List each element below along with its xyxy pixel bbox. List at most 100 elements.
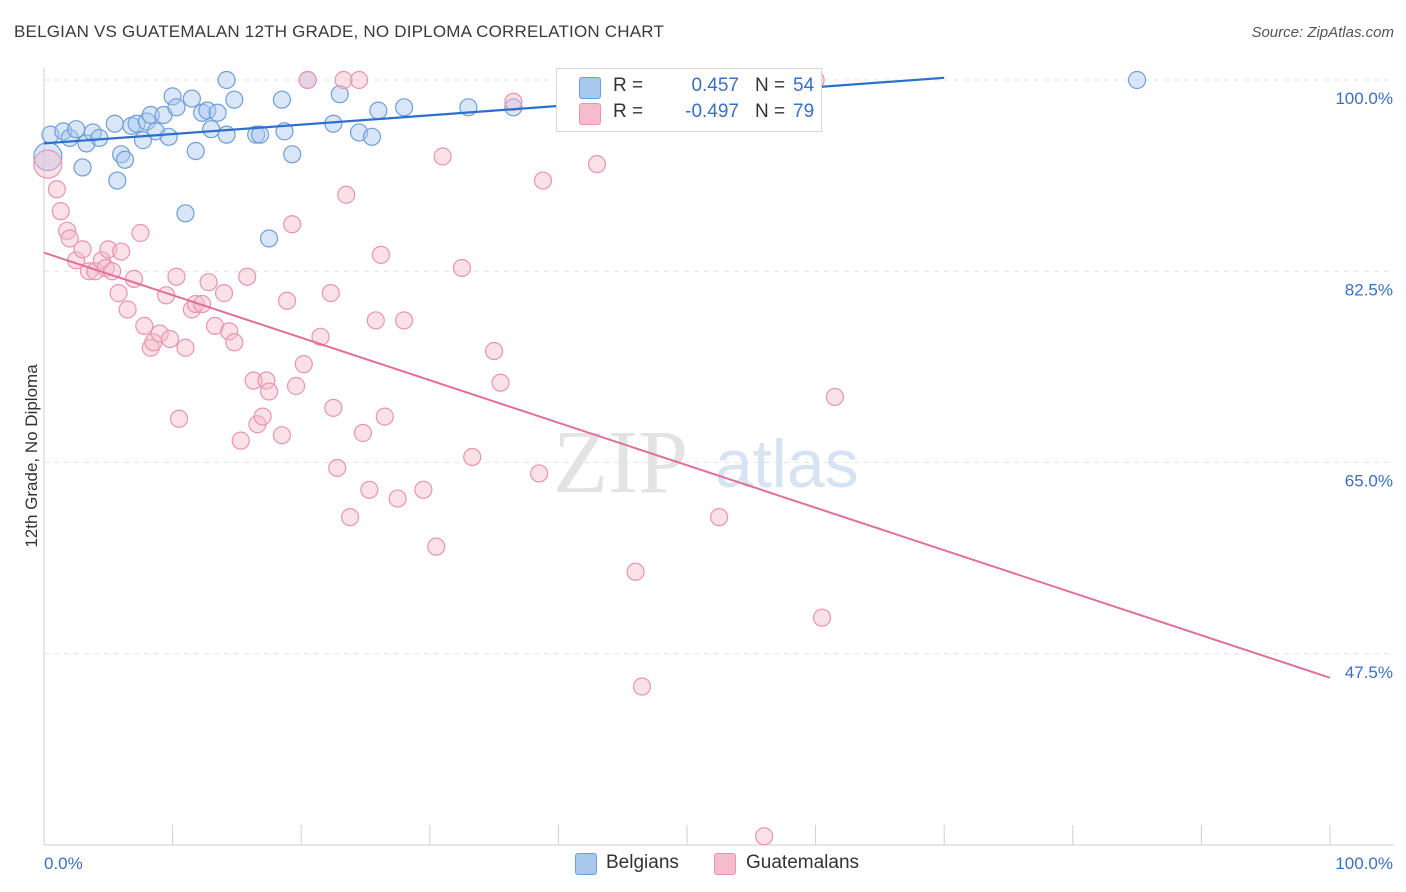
guatemalan-point xyxy=(452,258,472,278)
guatemalan-point xyxy=(225,333,244,352)
guatemalan-points xyxy=(33,70,844,846)
belgian-point xyxy=(67,120,86,139)
legend-r-label: R = xyxy=(613,101,644,122)
guatemalan-point xyxy=(632,677,652,696)
guatemalan-point xyxy=(463,447,482,467)
guatemalan-trend-line xyxy=(43,251,1331,679)
guatemalan-point xyxy=(253,407,272,426)
belgian-point xyxy=(259,229,279,248)
belgian-point xyxy=(330,85,349,104)
guatemalan-point xyxy=(311,327,330,346)
guatemalan-point xyxy=(167,267,186,286)
belgian-point xyxy=(369,101,388,120)
guatemalan-point xyxy=(47,180,66,199)
guatemalan-point xyxy=(150,324,169,343)
belgian-point xyxy=(217,70,236,90)
guatemalan-point xyxy=(530,464,549,483)
guatemalan-point xyxy=(73,240,92,259)
guatemalan-point xyxy=(433,147,452,166)
belgian-point xyxy=(272,90,292,109)
guatemalan-point xyxy=(51,202,70,221)
guatemalan-point xyxy=(825,387,844,407)
guatemalan-point xyxy=(366,311,385,330)
belgian-point xyxy=(1127,70,1147,90)
guatemalan-point xyxy=(176,338,195,357)
belgian-points xyxy=(33,70,1147,248)
guatemalan-point xyxy=(135,316,154,335)
guatemalan-point xyxy=(257,371,276,390)
guatemalan-point xyxy=(272,426,292,445)
belgian-point xyxy=(504,98,523,117)
guatemalan-point xyxy=(324,398,343,417)
guatemalan-point xyxy=(205,316,225,335)
guatemalan-point xyxy=(414,480,433,499)
belgian-point xyxy=(186,141,205,161)
belgian-point xyxy=(115,150,135,169)
guatemalan-point xyxy=(375,407,394,426)
guatemalan-point xyxy=(427,537,446,556)
guatemalan-point xyxy=(160,329,180,349)
watermark-atlas: atlas xyxy=(715,426,859,502)
guatemalan-point xyxy=(371,245,391,264)
guatemalan-point xyxy=(131,223,150,243)
guatemalan-point xyxy=(491,373,510,392)
guatemalan-point xyxy=(340,508,360,527)
axes xyxy=(43,68,1394,846)
guatemalan-point xyxy=(394,311,414,330)
guatemalan-point xyxy=(587,155,607,174)
guatemalan-point xyxy=(321,284,340,303)
guatemalan-point xyxy=(294,355,313,374)
y-tick-label: 47.5% xyxy=(1345,663,1393,682)
belgian-swatch xyxy=(575,853,597,875)
legend-n-value: 54 xyxy=(793,75,815,96)
guatemalan-point xyxy=(812,608,832,627)
legend-r-value: 0.457 xyxy=(691,75,739,96)
guatemalan-point xyxy=(277,291,297,310)
guatemalan-point xyxy=(118,300,137,319)
belgian-point xyxy=(202,120,221,139)
guatemalan-swatch xyxy=(714,853,736,875)
belgian-point xyxy=(362,127,382,146)
guatemalan-point xyxy=(220,322,239,341)
guatemalan-point xyxy=(328,458,347,478)
belgian-point xyxy=(283,145,302,164)
gridlines xyxy=(44,79,1394,655)
belgian-point xyxy=(108,171,127,190)
legend-r-value: -0.497 xyxy=(685,101,739,122)
trend-lines xyxy=(43,76,1331,679)
guatemalan-point xyxy=(103,262,122,281)
legend-r-label: R = xyxy=(613,75,644,96)
belgian-point xyxy=(73,158,92,177)
y-tick-label: 65.0% xyxy=(1345,472,1393,491)
guatemalan-point xyxy=(349,70,369,90)
guatemalan-point xyxy=(244,371,263,390)
belgian-point xyxy=(167,98,186,117)
legend-label: Belgians xyxy=(606,852,679,873)
guatemalan-point xyxy=(186,294,205,314)
belgian-point xyxy=(182,89,201,108)
belgian-point xyxy=(225,90,244,109)
guatemalan-point xyxy=(214,284,234,303)
belgian-point xyxy=(394,98,414,117)
guatemalan-swatch xyxy=(579,103,601,125)
guatemalan-point xyxy=(283,215,302,234)
guatemalan-point xyxy=(710,508,729,527)
belgian-point xyxy=(176,204,195,223)
guatemalan-point xyxy=(353,423,373,443)
guatemalan-point xyxy=(504,92,523,111)
y-tick-label: 100.0% xyxy=(1335,89,1393,108)
y-axis-label: 12th Grade, No Diploma xyxy=(22,364,41,548)
legend-n-label: N = xyxy=(755,75,786,96)
belgian-point xyxy=(163,87,182,106)
guatemalan-point xyxy=(199,273,218,292)
guatemalan-point xyxy=(33,149,63,179)
source-credit: Source: ZipAtlas.com xyxy=(1251,24,1394,41)
belgian-point xyxy=(208,103,227,122)
legend-n-label: N = xyxy=(755,101,786,122)
belgian-point xyxy=(105,114,124,133)
belgian-point xyxy=(159,127,178,146)
legend-label: Guatemalans xyxy=(746,852,860,873)
guatemalan-point xyxy=(626,562,645,581)
guatemalan-point xyxy=(109,284,128,303)
